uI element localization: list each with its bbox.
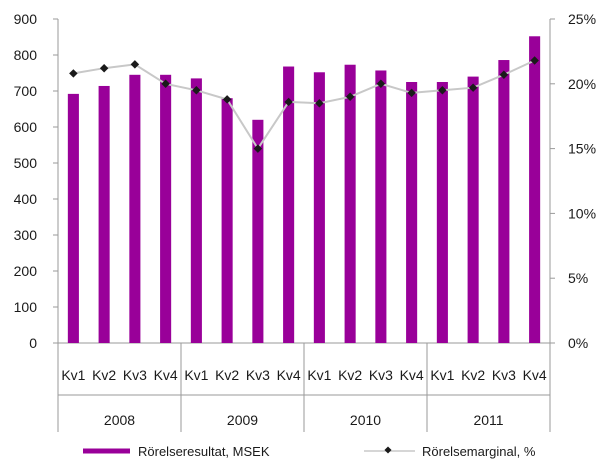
left-tick-label: 0 — [29, 335, 37, 351]
category-label: Kv3 — [123, 367, 147, 383]
category-label: Kv1 — [61, 367, 85, 383]
left-tick-label: 800 — [14, 47, 38, 63]
category-label: Kv1 — [307, 367, 331, 383]
right-tick-label: 5% — [568, 270, 588, 286]
line-point — [407, 88, 416, 98]
left-tick-label: 600 — [14, 119, 38, 135]
category-label: Kv4 — [154, 367, 178, 383]
bar — [344, 64, 356, 343]
bar — [221, 98, 233, 343]
line-point — [192, 86, 201, 95]
group-label: 2008 — [104, 412, 135, 428]
category-label: Kv1 — [184, 367, 208, 383]
left-tick-label: 900 — [14, 11, 38, 27]
bar — [313, 72, 325, 343]
group-label: 2009 — [227, 412, 258, 428]
legend-line-label: Rörelsemarginal, % — [422, 444, 536, 459]
category-label: Kv2 — [461, 367, 485, 383]
line-point — [315, 98, 324, 108]
legend-bar-label: Rörelseresultat, MSEK — [138, 444, 270, 459]
right-tick-label: 20% — [568, 76, 596, 92]
line-point — [253, 144, 263, 153]
left-tick-label: 300 — [14, 227, 38, 243]
bar — [467, 76, 479, 343]
legend: Rörelseresultat, MSEK Rörelsemarginal, % — [83, 444, 536, 459]
line-point — [130, 60, 140, 69]
category-axis: Kv1 Kv2 Kv3 Kv4 Kv1 Kv2 Kv3 Kv4 Kv1 Kv2 Kv3 Kv4 Kv1 K… — [57, 343, 551, 432]
category-label: Kv3 — [246, 367, 270, 383]
line-point — [345, 92, 355, 102]
line-point — [438, 86, 447, 95]
line-point — [99, 64, 109, 73]
right-tick-label: 10% — [568, 205, 596, 221]
category-label: Kv4 — [523, 367, 547, 383]
line-point — [468, 83, 478, 92]
category-label: Kv3 — [492, 367, 516, 383]
right-tick-label: 15% — [568, 141, 596, 157]
bar — [406, 82, 418, 343]
left-tick-label: 500 — [14, 155, 38, 171]
bar — [67, 93, 79, 343]
line-point — [284, 97, 293, 107]
bar — [98, 85, 110, 344]
bar — [529, 36, 541, 343]
bar — [160, 74, 172, 344]
bar — [190, 78, 202, 344]
bar — [129, 74, 141, 344]
line-point — [222, 95, 232, 104]
line-point — [499, 70, 509, 79]
group-label: 2010 — [350, 412, 381, 428]
bar — [498, 60, 510, 343]
left-tick-label: 100 — [14, 299, 38, 315]
legend-line-marker — [384, 446, 392, 454]
category-label: Kv2 — [215, 367, 239, 383]
bar — [252, 119, 264, 343]
line-point — [161, 79, 170, 89]
left-tick-label: 200 — [14, 263, 38, 279]
left-tick-label: 700 — [14, 83, 38, 99]
line-point — [69, 69, 78, 78]
category-label: Kv4 — [277, 367, 301, 383]
bar — [375, 70, 387, 343]
axes: 0 100 200 300 400 500 600 700 800 900 0% 5% 10% 15% 20… — [14, 11, 596, 351]
line-point — [376, 79, 386, 89]
right-tick-label: 25% — [568, 11, 596, 27]
group-label: 2011 — [473, 412, 503, 428]
line-series — [69, 56, 539, 153]
left-tick-label: 400 — [14, 191, 38, 207]
right-tick-label: 0% — [568, 335, 588, 351]
category-label: Kv3 — [369, 367, 393, 383]
category-label: Kv1 — [430, 367, 454, 383]
line-path — [73, 59, 536, 151]
bar — [283, 66, 295, 344]
category-label: Kv2 — [338, 367, 362, 383]
bar — [436, 82, 448, 343]
category-label: Kv4 — [400, 367, 424, 383]
category-label: Kv2 — [92, 367, 116, 383]
bar-series — [67, 36, 541, 344]
